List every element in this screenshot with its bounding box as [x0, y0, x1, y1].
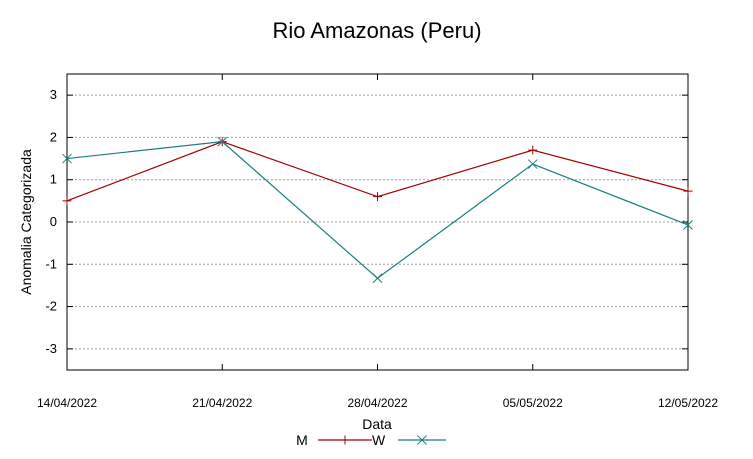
y-tick-label: -1 [45, 256, 57, 271]
y-tick-label: -2 [45, 299, 57, 314]
plus-marker [528, 145, 538, 155]
x-tick-label: 21/04/2022 [192, 396, 252, 410]
series-line-W [66, 141, 689, 280]
cross-marker [527, 159, 538, 169]
cross-marker [217, 136, 228, 147]
plus-marker [62, 196, 72, 206]
x-tick-label: 05/05/2022 [503, 396, 563, 410]
grid-lines [67, 94, 688, 350]
x-tick-label: 12/05/2022 [658, 396, 718, 410]
chart-title: Rio Amazonas (Peru) [272, 18, 481, 43]
y-tick-label: 2 [50, 129, 57, 144]
y-axis-ticks: -3 -2 -1 0 1 2 3 [45, 87, 688, 356]
legend-label: M [296, 432, 308, 448]
series-layer [62, 136, 693, 284]
y-tick-label: 1 [50, 172, 57, 187]
x-tick-label: 14/04/2022 [37, 396, 97, 410]
series-line-M [66, 141, 689, 202]
plus-marker [340, 435, 350, 445]
plus-marker [373, 192, 382, 202]
cross-marker [62, 153, 72, 164]
plus-marker [683, 186, 693, 196]
y-tick-label: 0 [50, 214, 57, 229]
cross-marker [372, 273, 383, 284]
legend-label: W [372, 432, 386, 448]
x-axis-label: Data [362, 416, 392, 432]
cross-marker [417, 435, 427, 445]
y-tick-label: 3 [50, 87, 57, 102]
x-axis-ticks: 14/04/2022 21/04/2022 28/04/2022 05/05/2022… [37, 74, 718, 410]
cross-marker [683, 220, 693, 230]
y-tick-label: -3 [45, 341, 57, 356]
x-tick-label: 28/04/2022 [347, 396, 407, 410]
y-axis-label: Anomalia Categorizada [18, 149, 34, 295]
